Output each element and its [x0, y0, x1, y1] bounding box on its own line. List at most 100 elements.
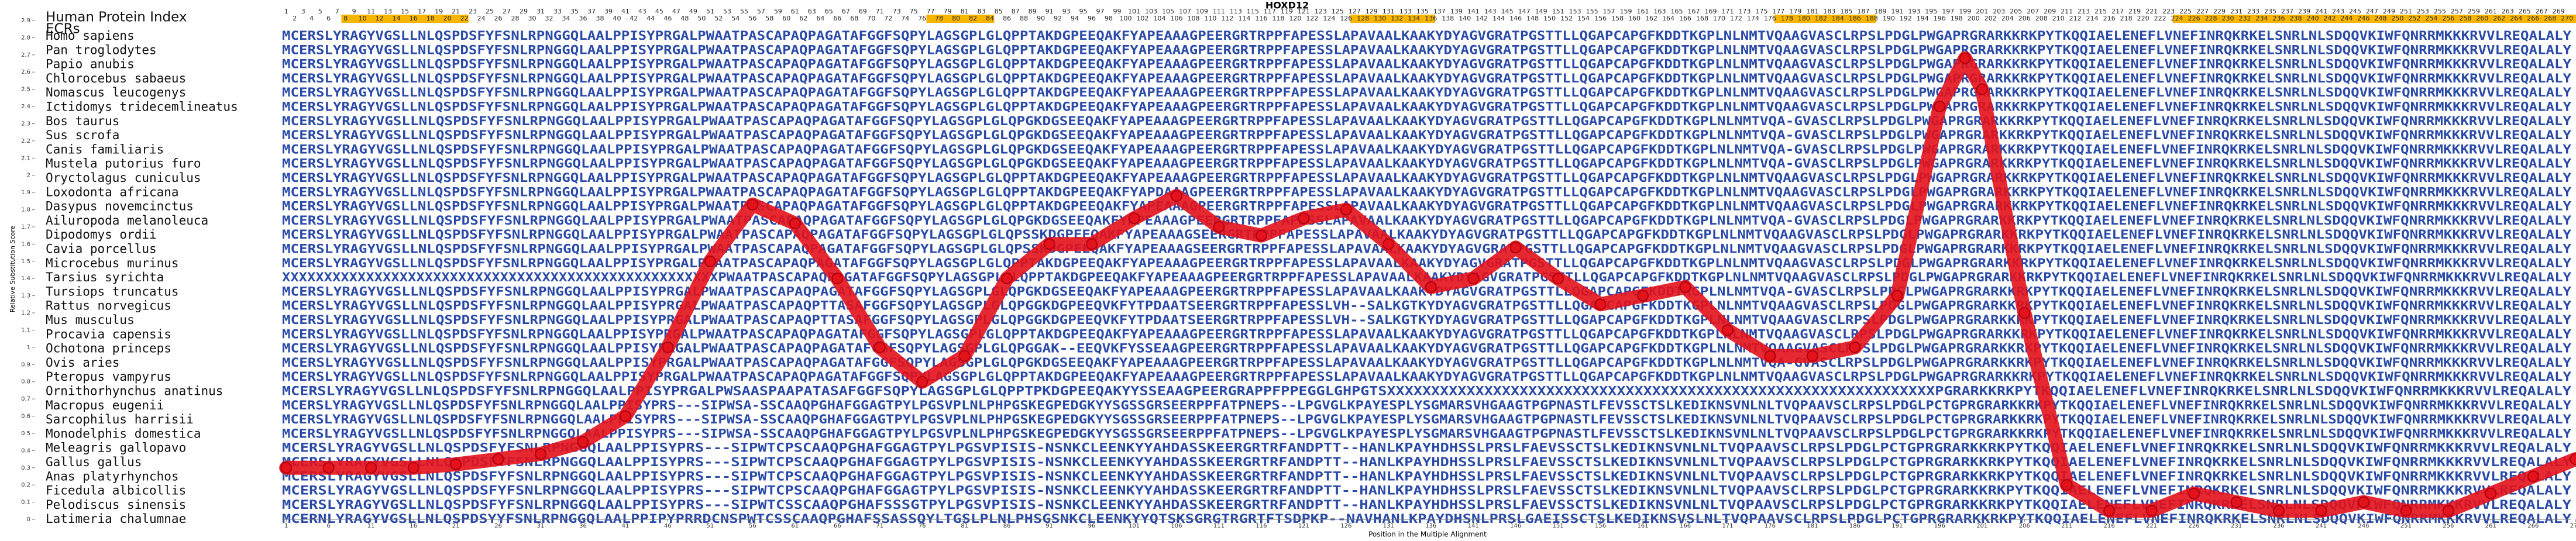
- position-number: 243: [2332, 8, 2344, 15]
- position-number: 173: [1738, 8, 1750, 15]
- position-number: 125: [1332, 8, 1344, 15]
- species-name: Nomascus leucogenys: [46, 85, 186, 99]
- position-number: 163: [1654, 8, 1666, 15]
- position-number: 269: [2553, 8, 2565, 15]
- sequence: MCERSLYRAGYVGSLLNLQSPDSFYFSNLRPNGGQLAALP…: [282, 313, 2571, 327]
- position-number: 253: [2417, 8, 2429, 15]
- species-name: Pelodiscus sinensis: [46, 498, 186, 512]
- x-tick-label: 176: [1765, 523, 1776, 529]
- position-number: 109: [1196, 8, 1208, 15]
- position-number: 5: [318, 8, 322, 15]
- score-point: [1382, 238, 1395, 250]
- position-number: 148: [1526, 15, 1539, 22]
- position-number: 61: [791, 8, 799, 15]
- x-tick-label: 81: [961, 523, 968, 529]
- score-point: [747, 198, 759, 211]
- position-number: 143: [1484, 8, 1497, 15]
- position-number: 230: [2222, 15, 2234, 22]
- x-tick-label: 151: [1553, 523, 1564, 529]
- position-number: 152: [1560, 15, 1573, 22]
- position-number: 139: [1450, 8, 1463, 15]
- position-number: 95: [1079, 8, 1088, 15]
- position-number: 186: [1849, 15, 1861, 22]
- score-point: [1806, 350, 1818, 362]
- position-number: 201: [1976, 8, 1988, 15]
- y-tick-label: 2.1: [21, 155, 30, 161]
- position-number: 43: [638, 8, 646, 15]
- sequence: MCERSLYRAGYVGSLLNLQSPDSFYFSNLRPNGGQLAALP…: [282, 199, 2571, 213]
- score-point: [662, 341, 674, 353]
- species-name: Sus scrofa: [46, 128, 119, 142]
- position-number: 35: [570, 8, 579, 15]
- species-name: Canis familiaris: [46, 142, 164, 156]
- position-number: 183: [1823, 8, 1835, 15]
- score-point: [1213, 220, 1225, 233]
- x-tick-label: 86: [1003, 523, 1011, 529]
- position-number: 175: [1755, 8, 1767, 15]
- score-point: [1425, 281, 1437, 293]
- position-number: 211: [2061, 8, 2073, 15]
- position-number: 120: [1289, 15, 1301, 22]
- y-tick-label: 2.4: [21, 104, 30, 110]
- position-number: 98: [1105, 15, 1113, 22]
- position-number: 190: [1883, 15, 1895, 22]
- sequence: MCERSLYRAGYVGSLLNLQSPDSFYFSNLRPNGGQLAALP…: [282, 412, 2571, 426]
- species-name: Tarsius syrichta: [46, 270, 164, 284]
- position-number: 146: [1509, 15, 1522, 22]
- position-number: 204: [2001, 15, 2014, 22]
- position-number: 9: [352, 8, 356, 15]
- position-number: 59: [774, 8, 782, 15]
- y-tick-label: 0.2: [21, 482, 30, 488]
- position-number: 72: [884, 15, 892, 22]
- score-point: [1849, 341, 1861, 353]
- score-point: [577, 436, 589, 448]
- score-point: [1043, 238, 1055, 250]
- score-point: [365, 461, 377, 474]
- position-number: 151: [1552, 8, 1564, 15]
- position-number: 70: [867, 15, 875, 22]
- position-number: 205: [2010, 8, 2022, 15]
- x-tick-label: 241: [2316, 523, 2327, 529]
- position-number: 160: [1628, 15, 1640, 22]
- x-tick-label: 31: [537, 523, 545, 529]
- position-number: 238: [2289, 15, 2302, 22]
- species-name: Papio anubis: [46, 57, 135, 71]
- position-number: 121: [1298, 8, 1310, 15]
- y-tick-label: 1.7: [21, 224, 30, 230]
- position-number: 1: [284, 8, 288, 15]
- ecr-bar: [1350, 15, 1435, 23]
- position-number: 53: [723, 8, 731, 15]
- score-point: [2527, 470, 2539, 483]
- position-number: 158: [1611, 15, 1624, 22]
- x-tick-label: 141: [1468, 523, 1479, 529]
- position-number: 50: [697, 15, 706, 22]
- y-tick-label: 2.2: [21, 138, 30, 144]
- y-tick-label: 2.6: [21, 69, 30, 75]
- position-number: 246: [2357, 15, 2369, 22]
- position-number: 181: [1806, 8, 1818, 15]
- position-number: 102: [1136, 15, 1148, 22]
- x-tick-label: 56: [749, 523, 756, 529]
- x-tick-label: 51: [707, 523, 714, 529]
- sequence: MCERSLYRAGYVGSLLNLQSPDSFYFSNLRPNGGQLAALP…: [282, 228, 2571, 242]
- ecr-bar: [1774, 15, 1876, 23]
- y-tick-label: 0.3: [21, 465, 30, 471]
- position-number: 67: [842, 8, 850, 15]
- position-number: 36: [579, 15, 587, 22]
- y-tick-label: 2.8: [21, 35, 30, 41]
- x-tick-label: 171: [1722, 523, 1733, 529]
- score-point: [2061, 479, 2073, 491]
- score-point: [1128, 212, 1140, 225]
- position-number: 167: [1688, 8, 1700, 15]
- position-number: 231: [2230, 8, 2243, 15]
- position-number: 84: [986, 15, 994, 22]
- species-name: Meleagris gallopavo: [46, 441, 186, 455]
- position-number: 153: [1569, 8, 1581, 15]
- y-tick-label: 0.6: [21, 413, 30, 420]
- x-tick-label: 161: [1638, 523, 1649, 529]
- position-number: 23: [469, 8, 477, 15]
- position-number: 39: [604, 8, 613, 15]
- position-number: 56: [748, 15, 756, 22]
- score-point: [1721, 324, 1734, 336]
